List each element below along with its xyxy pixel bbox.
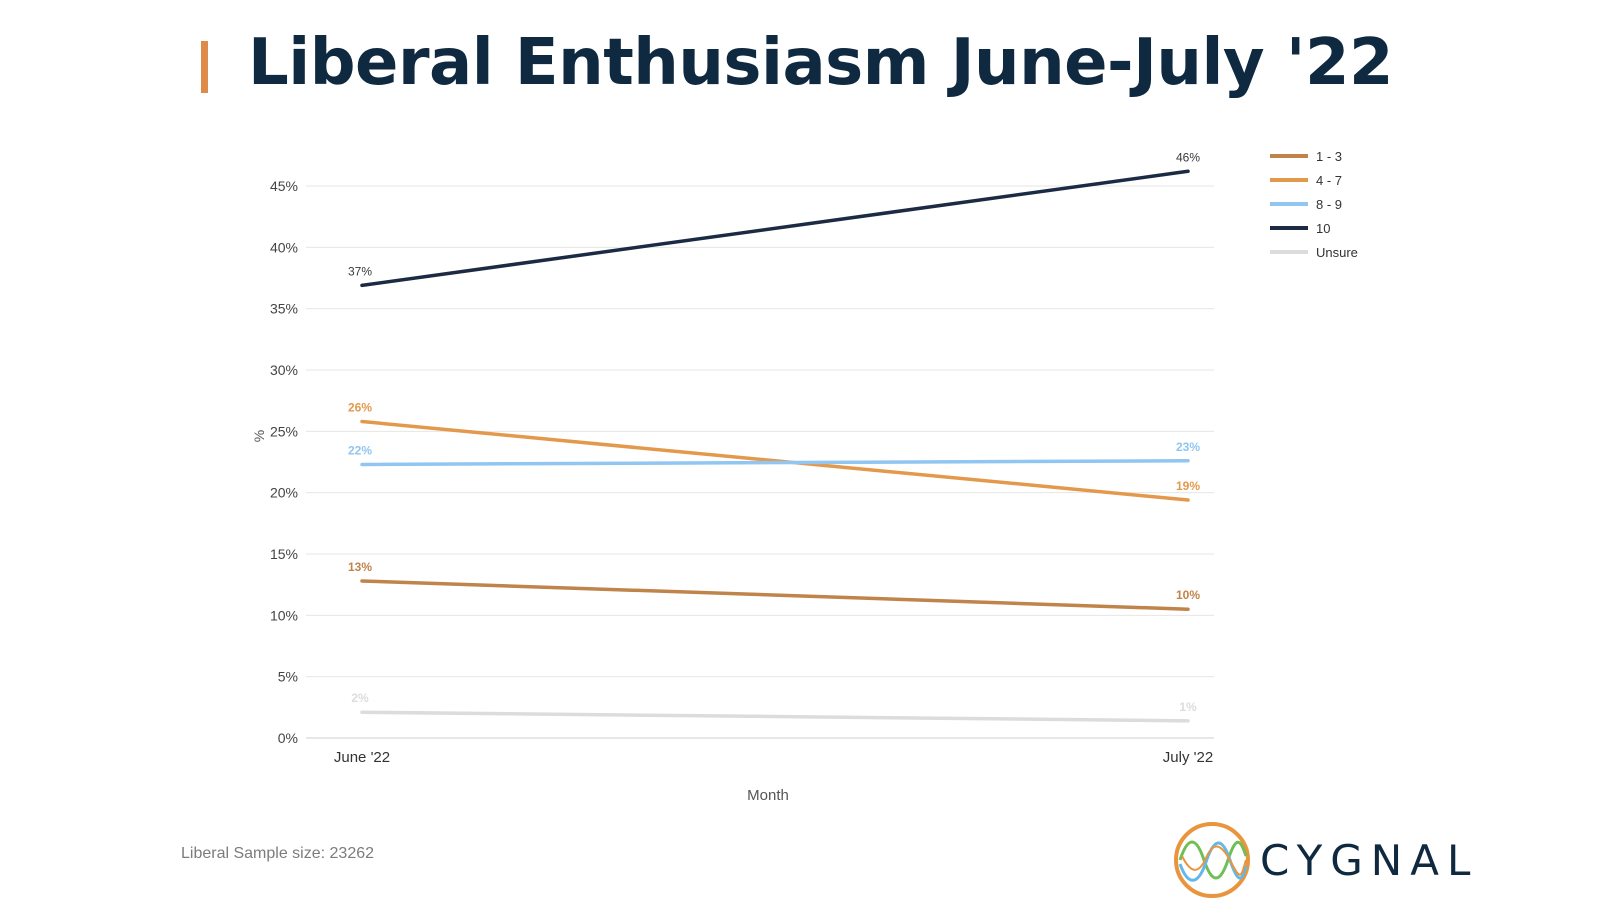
- x-tick-label: July '22: [1163, 749, 1213, 766]
- y-tick-label: 40%: [270, 239, 298, 255]
- y-tick-label: 5%: [278, 669, 298, 685]
- title-accent-bar: [201, 41, 208, 93]
- data-label: 46%: [1176, 150, 1200, 164]
- series-line: [360, 419, 1190, 502]
- y-axis-title: %: [251, 430, 267, 442]
- y-tick-label: 30%: [270, 362, 298, 378]
- data-label: 19%: [1176, 479, 1200, 493]
- y-tick-label: 15%: [270, 546, 298, 562]
- y-tick-label: 20%: [270, 485, 298, 501]
- y-tick-label: 10%: [270, 607, 298, 623]
- data-label: 10%: [1176, 588, 1200, 602]
- series-line: [360, 579, 1190, 611]
- legend-label: 1 - 3: [1316, 149, 1342, 164]
- data-label: 13%: [348, 560, 372, 574]
- legend-label: 4 - 7: [1316, 173, 1342, 188]
- series-line: [360, 169, 1190, 288]
- brand-wordmark: CYGNAL: [1260, 836, 1479, 885]
- series-line: [360, 710, 1190, 723]
- y-tick-label: 45%: [270, 178, 298, 194]
- legend-label: Unsure: [1316, 245, 1358, 260]
- y-tick-label: 0%: [278, 730, 298, 746]
- legend-label: 10: [1316, 221, 1330, 236]
- x-axis-title: Month: [747, 787, 789, 804]
- data-label: 23%: [1176, 440, 1200, 454]
- y-tick-label: 35%: [270, 301, 298, 317]
- data-label: 26%: [348, 401, 372, 415]
- x-tick-label: June '22: [334, 749, 390, 766]
- data-label: 22%: [348, 443, 372, 457]
- cygnal-logo-icon: [1174, 822, 1250, 898]
- series-line: [360, 459, 1190, 467]
- sample-size-note: Liberal Sample size: 23262: [181, 845, 375, 862]
- legend-label: 8 - 9: [1316, 197, 1342, 212]
- data-label: 37%: [348, 264, 372, 278]
- y-tick-label: 25%: [270, 423, 298, 439]
- data-label: 2%: [351, 691, 369, 705]
- page-title: Liberal Enthusiasm June-July '22: [248, 26, 1394, 100]
- line-chart: 0% 5% 10% 15% 20% 25% 30% 35% 40% 45% June '22 July…: [251, 149, 1358, 804]
- data-label: 1%: [1179, 700, 1197, 714]
